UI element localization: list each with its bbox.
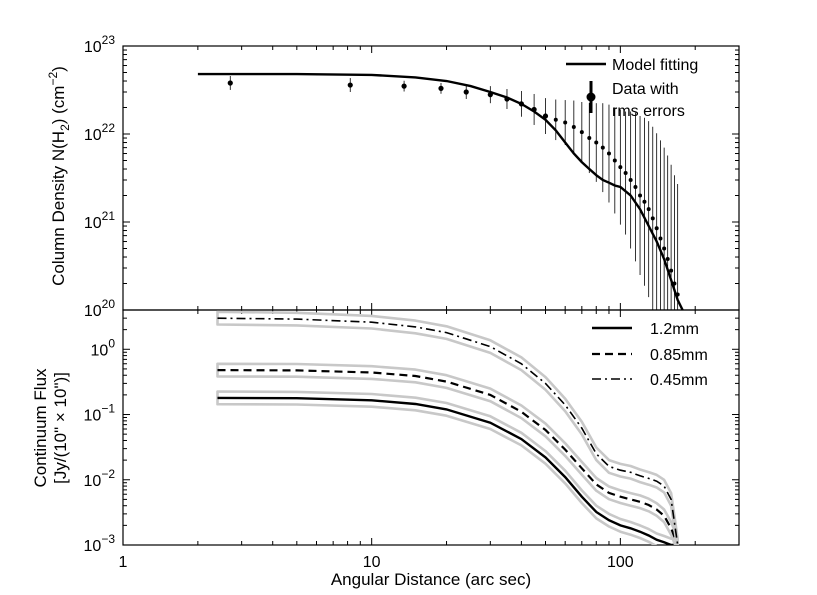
bottom-y-axis-label-line2: [Jy/(10" × 10")] bbox=[51, 372, 70, 484]
data-point bbox=[612, 158, 617, 163]
data-point bbox=[594, 140, 599, 145]
data-point bbox=[618, 165, 623, 170]
uncertainty-band-0.85mm bbox=[216, 362, 679, 545]
data-point bbox=[665, 256, 670, 261]
data-point bbox=[658, 236, 663, 241]
data-point bbox=[654, 226, 659, 231]
top-legend: Model fitting Data with rms errors bbox=[566, 57, 698, 120]
x-axis-label: Angular Distance (arc sec) bbox=[331, 570, 531, 589]
data-point bbox=[650, 216, 655, 221]
bottom-y-axis-label-line1: Continuum Flux bbox=[31, 368, 50, 488]
top-y-tick-label: 1021 bbox=[84, 209, 115, 232]
bottom-y-tick-label: 100 bbox=[91, 336, 116, 359]
data-point bbox=[642, 199, 647, 204]
legend-0.45mm-label: 0.45mm bbox=[650, 372, 708, 389]
bottom-y-tick-label: 10−1 bbox=[84, 402, 116, 425]
data-point bbox=[438, 85, 444, 91]
uncertainty-band-1.2mm bbox=[216, 390, 679, 545]
data-point bbox=[227, 80, 233, 86]
legend-data-label-line1: Data with bbox=[612, 81, 679, 98]
legend-model-label: Model fitting bbox=[612, 57, 698, 74]
legend-data-marker bbox=[586, 92, 596, 102]
uncertainty-band-0.45mm bbox=[216, 310, 679, 545]
top-panel: 1020 1021 1022 1023 bbox=[84, 33, 740, 320]
legend-1.2mm-label: 1.2mm bbox=[650, 321, 699, 338]
legend-data-label-line2: rms errors bbox=[612, 103, 685, 120]
top-y-tick-label: 1023 bbox=[84, 33, 115, 56]
data-point bbox=[606, 151, 611, 156]
data-point bbox=[563, 120, 568, 125]
top-data-layer bbox=[197, 72, 684, 310]
data-point bbox=[623, 171, 628, 176]
data-point bbox=[463, 89, 469, 95]
data-point bbox=[646, 207, 651, 212]
data-point bbox=[553, 117, 558, 122]
bottom-panel: 10−3 10−2 10−1 100 1 10 100 bbox=[84, 309, 740, 571]
model-fitting-line bbox=[197, 72, 684, 310]
bottom-legend: 1.2mm 0.85mm 0.45mm bbox=[592, 321, 708, 389]
top-y-axis-label: Column Density N(H2) (cm−2) bbox=[46, 66, 72, 286]
data-point bbox=[347, 82, 353, 88]
data-point bbox=[638, 193, 643, 198]
data-point bbox=[579, 130, 584, 135]
flux-line-0.85mm bbox=[217, 369, 679, 545]
x-tick-label: 10 bbox=[363, 554, 381, 571]
bottom-data-layer bbox=[216, 310, 679, 545]
top-y-tick-label: 1022 bbox=[84, 121, 115, 144]
flux-line-0.45mm bbox=[217, 317, 679, 545]
data-point bbox=[571, 125, 576, 130]
x-tick-label: 100 bbox=[607, 554, 634, 571]
flux-line-1.2mm bbox=[217, 396, 678, 545]
data-point bbox=[669, 268, 674, 273]
data-point bbox=[401, 83, 407, 89]
top-y-tick-label: 1020 bbox=[84, 297, 115, 320]
data-point bbox=[542, 113, 549, 119]
x-tick-label: 1 bbox=[119, 554, 128, 571]
legend-0.85mm-label: 0.85mm bbox=[650, 347, 708, 364]
data-point bbox=[600, 145, 605, 150]
bottom-y-tick-label: 10−2 bbox=[84, 467, 116, 490]
data-point bbox=[662, 246, 667, 251]
bottom-plot-frame bbox=[122, 309, 740, 546]
data-point bbox=[633, 184, 638, 189]
data-point bbox=[587, 136, 592, 141]
bottom-y-tick-label: 10−3 bbox=[84, 532, 116, 555]
data-point bbox=[628, 178, 633, 183]
